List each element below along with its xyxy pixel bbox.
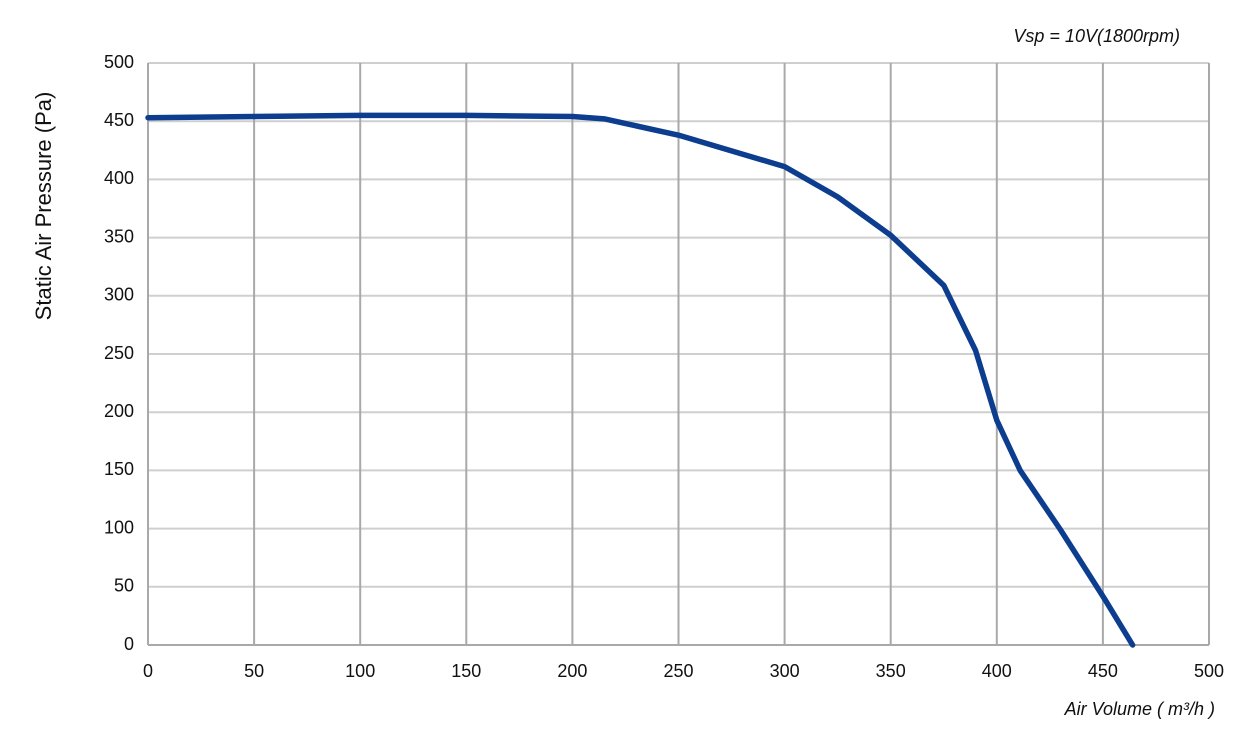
x-tick-label: 250 — [663, 661, 693, 681]
y-tick-label: 400 — [104, 168, 134, 188]
y-tick-label: 200 — [104, 401, 134, 421]
y-tick-label: 100 — [104, 517, 134, 537]
x-tick-label: 300 — [770, 661, 800, 681]
y-tick-label: 450 — [104, 110, 134, 130]
x-tick-label: 50 — [244, 661, 264, 681]
x-axis-label: Air Volume ( m³/h ) — [1064, 699, 1215, 719]
y-tick-label: 250 — [104, 343, 134, 363]
x-tick-label: 100 — [345, 661, 375, 681]
annotation: Vsp = 10V(1800rpm) — [1013, 26, 1180, 46]
y-tick-label: 300 — [104, 285, 134, 305]
y-axis-label: Static Air Pressure (Pa) — [31, 92, 56, 321]
x-tick-label: 500 — [1194, 661, 1224, 681]
y-tick-label: 350 — [104, 226, 134, 246]
x-tick-label: 0 — [143, 661, 153, 681]
x-tick-label: 350 — [876, 661, 906, 681]
x-tick-label: 150 — [451, 661, 481, 681]
x-tick-label: 450 — [1088, 661, 1118, 681]
y-tick-label: 150 — [104, 459, 134, 479]
y-tick-label: 0 — [124, 634, 134, 654]
y-tick-label: 500 — [104, 52, 134, 72]
y-tick-label: 50 — [114, 576, 134, 596]
data-line — [145, 112, 1136, 648]
x-tick-label: 200 — [557, 661, 587, 681]
x-tick-label: 400 — [982, 661, 1012, 681]
